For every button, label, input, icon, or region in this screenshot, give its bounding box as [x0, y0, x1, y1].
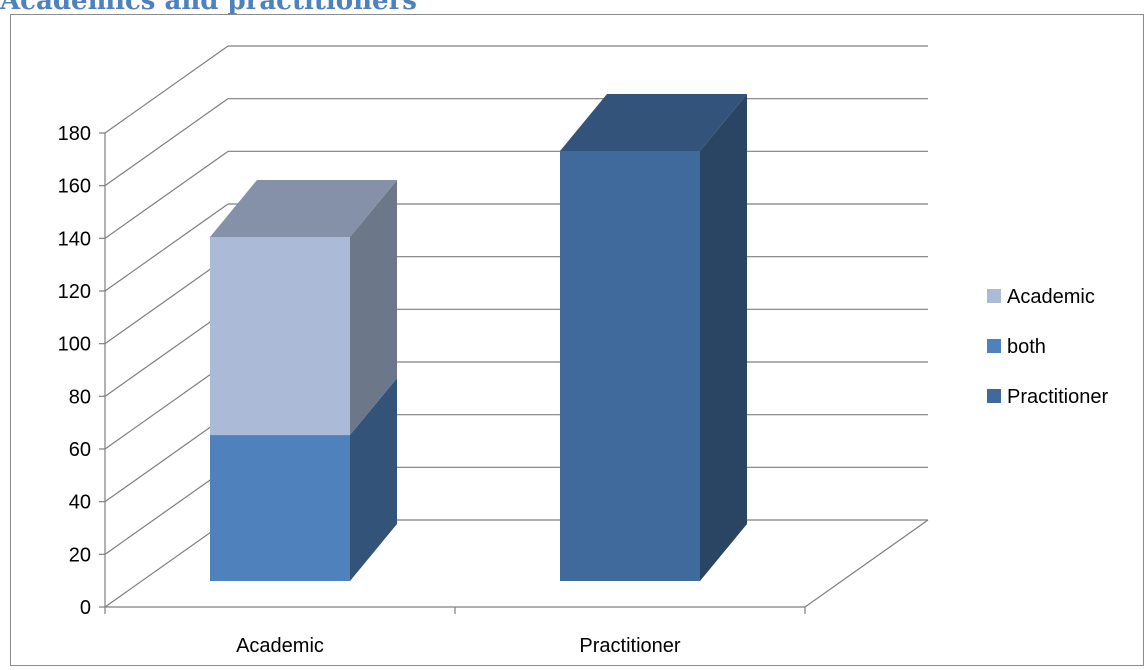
bar-practitioner-side: [700, 94, 747, 581]
bar-academic-front: [210, 237, 350, 436]
y-tick-label: 40: [69, 492, 91, 514]
x-tick-label: Practitioner: [579, 635, 680, 657]
gridline-side: [104, 308, 229, 397]
axes: 0 20 40 60 80 100 120 140 160 180 Academic Practiti…: [58, 123, 806, 657]
gridline-side: [104, 98, 229, 187]
page-title: Academics and practitioners: [0, 0, 417, 16]
bar-practitioner-top: [560, 94, 747, 151]
gridline-side: [104, 519, 229, 608]
gridline-side: [104, 414, 229, 503]
bar-academic-side: [350, 180, 397, 436]
floor-edge: [804, 519, 929, 608]
y-tick-label: 140: [58, 228, 91, 250]
y-tick-label: 0: [80, 597, 91, 619]
gridline-side: [104, 466, 229, 555]
legend-label-practitioner: Practitioner: [1007, 386, 1108, 408]
legend-label-both: both: [1007, 336, 1046, 358]
gridline-side: [104, 203, 229, 292]
y-tick-label: 100: [58, 334, 91, 356]
x-tick-label: Academic: [236, 635, 324, 657]
bar-practitioner-front: [560, 151, 700, 581]
legend-swatch-practitioner: [987, 389, 1001, 403]
gridline-side: [104, 361, 229, 450]
gridline-side: [104, 256, 229, 345]
y-tick-label: 60: [69, 439, 91, 461]
legend-swatch-both: [987, 339, 1001, 353]
bars: [210, 94, 747, 581]
y-tick-label: 180: [58, 123, 91, 145]
y-tick-label: 120: [58, 281, 91, 303]
bar-both-side: [350, 378, 397, 581]
bar-academic-top: [210, 180, 397, 237]
legend-label-academic: Academic: [1007, 286, 1095, 308]
gridline-side: [104, 150, 229, 239]
y-tick-label: 80: [69, 386, 91, 408]
y-tick-label: 20: [69, 544, 91, 566]
gridline-side: [104, 45, 229, 134]
y-tick-label: 160: [58, 176, 91, 198]
legend-swatch-academic: [987, 289, 1001, 303]
legend: Academic both Practitioner: [987, 286, 1108, 408]
bar-both-front: [210, 435, 350, 581]
